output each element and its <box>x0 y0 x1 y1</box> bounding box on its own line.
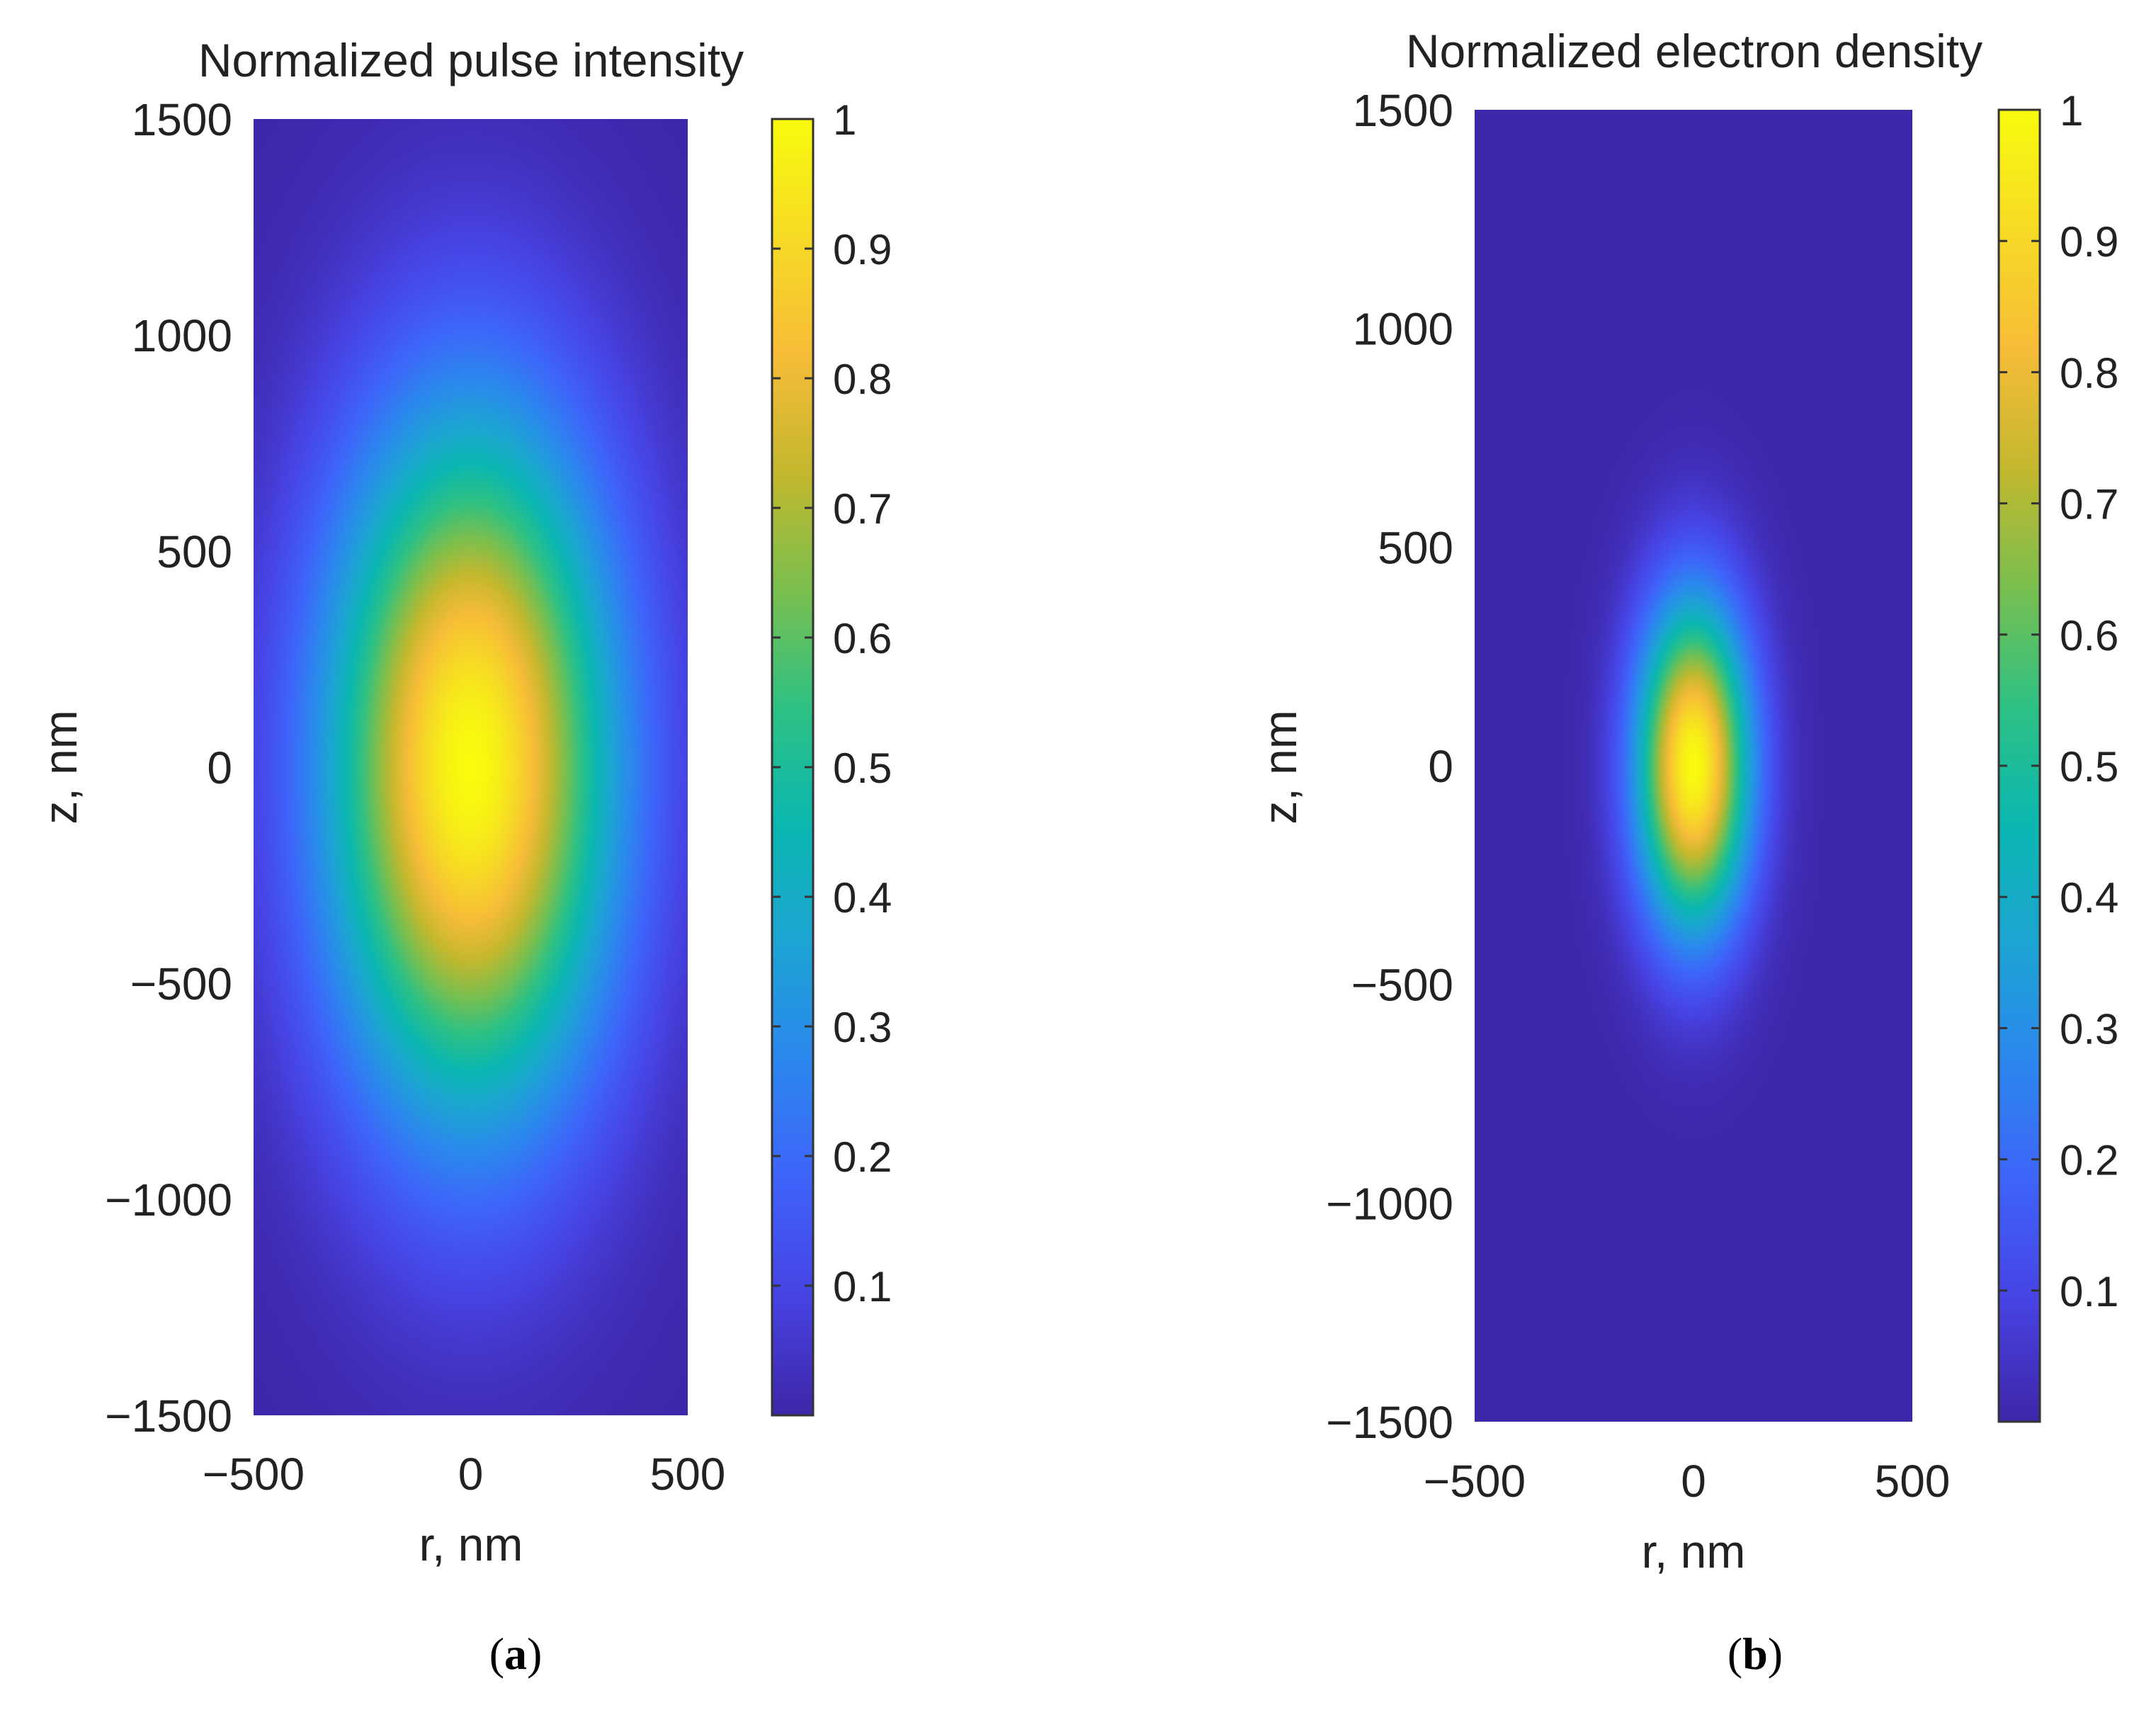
panel-a-y-tick-label: 1500 <box>132 94 232 145</box>
panel-b-x-label: r, nm <box>1642 1525 1746 1578</box>
panel-b-colorbar-tick-label: 0.1 <box>2060 1268 2118 1315</box>
panel-a-colorbar-ticks: 1 0.9 0.8 0.7 0.6 0.5 0.4 0.3 0.2 0.1 <box>772 96 892 1310</box>
panel-a-y-ticks: 1500 1000 500 0 −500 −1000 −1500 <box>105 94 232 1442</box>
panel-b-x-tick-label: 0 <box>1681 1456 1706 1507</box>
panel-a-x-tick-label: 0 <box>458 1449 484 1500</box>
panel-a-colorbar-tick-label: 0.1 <box>833 1263 892 1310</box>
panel-b-x-tick-label: 500 <box>1875 1456 1951 1507</box>
panel-b-y-tick-label: −500 <box>1351 960 1453 1011</box>
panel-b-y-label: z, nm <box>1254 710 1306 824</box>
panel-a-colorbar-tick-label: 0.2 <box>833 1133 892 1181</box>
panel-b-colorbar-tick-label: 0.4 <box>2060 874 2118 922</box>
panel-b-x-tick-label: −500 <box>1424 1456 1526 1507</box>
panel-a-y-tick-label: 1000 <box>132 310 232 361</box>
panel-a-colorbar-tick-label: 0.8 <box>833 356 892 403</box>
panel-a-y-tick-label: −1000 <box>105 1174 232 1225</box>
panel-a-chart: Normalized pulse intensity 150010005000−… <box>34 34 892 1570</box>
panel-a-title: Normalized pulse intensity <box>198 34 744 86</box>
panel-a-x-ticks: −500 0 500 <box>203 1449 725 1500</box>
panel-b-colorbar-tick-label: 0.9 <box>2060 218 2118 266</box>
panel-a-y-tick-label: −1500 <box>105 1391 232 1442</box>
panel-a-y-tick-label: 500 <box>157 526 232 577</box>
panel-b-caption: (b) <box>1727 1629 1783 1679</box>
panel-a-heatmap <box>254 119 688 1415</box>
panel-a-y-label: z, nm <box>34 710 86 824</box>
panel-a-caption: (a) <box>489 1629 543 1679</box>
panel-b-heatmap <box>1475 110 1912 1422</box>
panel-b-colorbar-tick-label: 0.3 <box>2060 1005 2118 1053</box>
panel-a-x-tick-label: −500 <box>203 1449 305 1500</box>
panel-b-y-tick-label: −1500 <box>1326 1397 1453 1448</box>
panel-a-colorbar-tick-label: 0.7 <box>833 485 892 533</box>
panel-b-y-tick-label: −1000 <box>1326 1178 1453 1229</box>
panel-b-y-ticks: 1500 1000 500 0 −500 −1000 −1500 <box>1326 85 1453 1448</box>
panel-a-colorbar-tick-label: 0.6 <box>833 615 892 662</box>
panel-a-y-tick-label: −500 <box>130 958 232 1009</box>
panel-b-chart: Normalized electron density 150010005000… <box>1254 25 2118 1578</box>
panel-a-x-label: r, nm <box>419 1518 523 1570</box>
panel-b-y-tick-label: 1000 <box>1353 304 1453 355</box>
panel-a-colorbar-tick-label: 1 <box>833 96 856 144</box>
panel-a-colorbar-tick-label: 0.3 <box>833 1004 892 1051</box>
panel-b-colorbar-tick-label: 1 <box>2060 87 2083 135</box>
panel-a-x-tick-label: 500 <box>650 1449 726 1500</box>
panel-b-colorbar-tick-label: 0.8 <box>2060 349 2118 397</box>
panel-b-colorbar-tick-label: 0.2 <box>2060 1137 2118 1184</box>
panel-b-y-tick-label: 0 <box>1428 741 1453 792</box>
panel-b-colorbar-tick-label: 0.5 <box>2060 743 2118 791</box>
panel-b-caption-letter: b <box>1742 1629 1768 1679</box>
panel-b-y-tick-label: 500 <box>1378 522 1453 573</box>
panel-a-colorbar-tick-label: 0.9 <box>833 226 892 273</box>
panel-a-colorbar-tick-label: 0.5 <box>833 744 892 792</box>
panel-a-y-tick-label: 0 <box>207 742 232 793</box>
panel-a-colorbar-tick-label: 0.4 <box>833 874 892 922</box>
panel-b-colorbar-ticks: 1 0.9 0.8 0.7 0.6 0.5 0.4 0.3 0.2 0.1 <box>1999 87 2118 1315</box>
panel-b-x-ticks: −500 0 500 <box>1424 1456 1950 1507</box>
panel-b-colorbar-tick-label: 0.7 <box>2060 481 2118 528</box>
panel-a-caption-letter: a <box>504 1629 527 1679</box>
panel-b-title: Normalized electron density <box>1406 25 1982 77</box>
panel-b-colorbar-tick-label: 0.6 <box>2060 612 2118 659</box>
panel-b-y-tick-label: 1500 <box>1353 85 1453 136</box>
